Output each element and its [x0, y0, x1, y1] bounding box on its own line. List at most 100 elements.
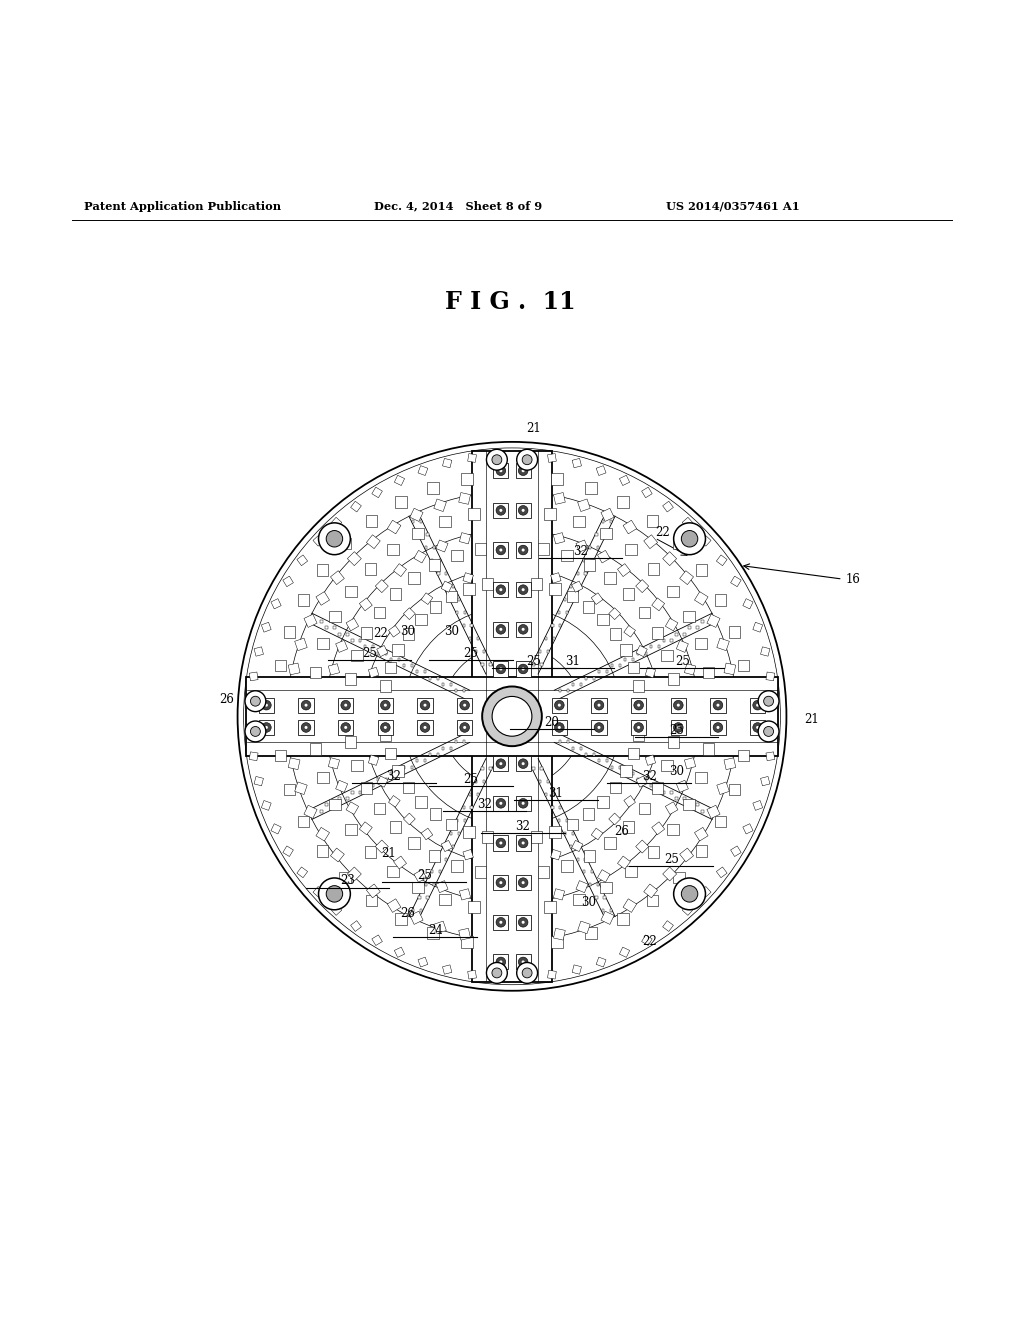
Bar [271, 599, 282, 609]
Bar [530, 832, 543, 843]
Bar [597, 796, 609, 808]
Bar [580, 747, 583, 750]
Text: 25: 25 [361, 647, 377, 660]
Bar [633, 680, 644, 692]
Bar [425, 883, 427, 886]
Bar [345, 824, 356, 836]
Bar [570, 845, 572, 847]
Circle shape [634, 722, 643, 733]
Bar [583, 808, 595, 820]
Bar [461, 473, 473, 484]
Bar [606, 759, 608, 762]
Bar [452, 549, 463, 561]
Bar [443, 845, 445, 847]
Bar [516, 503, 530, 517]
Bar [445, 572, 447, 576]
Bar [330, 799, 341, 810]
Bar [377, 777, 379, 781]
Bar [413, 528, 424, 540]
Bar [571, 598, 574, 601]
Circle shape [496, 545, 506, 554]
Bar [711, 698, 726, 713]
Bar [468, 454, 476, 462]
Bar [631, 719, 646, 735]
Bar [596, 466, 606, 475]
Bar [601, 911, 614, 924]
Text: 25: 25 [526, 655, 542, 668]
Bar [426, 896, 429, 899]
Text: 22: 22 [642, 935, 656, 948]
Text: 21: 21 [805, 713, 819, 726]
Bar [489, 767, 492, 770]
Bar [558, 818, 560, 822]
Bar [695, 772, 707, 783]
Circle shape [677, 726, 680, 729]
Bar [621, 766, 632, 777]
Bar [481, 767, 483, 770]
Circle shape [261, 722, 271, 733]
Bar [477, 793, 479, 796]
Circle shape [245, 721, 266, 742]
Bar [460, 888, 471, 900]
Bar [441, 682, 444, 686]
Bar [598, 759, 600, 762]
Bar [628, 661, 639, 673]
Bar [516, 756, 530, 771]
Circle shape [384, 704, 387, 706]
Bar [567, 741, 569, 743]
Bar [567, 591, 579, 602]
Bar [464, 611, 466, 614]
Bar [416, 759, 418, 762]
Bar [249, 672, 258, 681]
Circle shape [518, 664, 528, 673]
Bar [424, 671, 426, 673]
Bar [427, 927, 439, 939]
Text: 32: 32 [515, 820, 530, 833]
Bar [375, 840, 388, 853]
Circle shape [304, 726, 307, 729]
Bar [420, 520, 422, 524]
Circle shape [717, 726, 720, 729]
Bar [351, 649, 362, 661]
Bar [683, 632, 686, 636]
Bar [688, 804, 690, 807]
Bar [637, 652, 639, 655]
Text: 30: 30 [669, 764, 684, 777]
Bar [707, 805, 720, 818]
Bar [553, 888, 564, 900]
Bar [409, 573, 420, 583]
Bar [575, 540, 588, 552]
Bar [516, 463, 530, 478]
Bar [274, 750, 286, 762]
Bar [445, 591, 457, 602]
Bar [380, 730, 391, 741]
Bar [572, 458, 582, 467]
Bar [730, 576, 741, 586]
Bar [631, 698, 646, 713]
Bar [597, 883, 599, 886]
Bar [646, 895, 658, 906]
Bar [753, 800, 763, 810]
Text: 25: 25 [417, 869, 432, 882]
Bar [623, 520, 637, 533]
Bar [429, 560, 440, 572]
Bar [651, 822, 665, 834]
Bar [481, 663, 483, 665]
Bar [331, 904, 342, 915]
Bar [470, 807, 473, 809]
Bar [551, 573, 561, 583]
Bar [603, 533, 605, 536]
Bar [683, 611, 694, 622]
Circle shape [518, 799, 528, 808]
Bar [516, 836, 530, 850]
Bar [288, 663, 300, 675]
Bar [516, 915, 530, 929]
Bar [545, 793, 547, 796]
Circle shape [482, 686, 542, 746]
Bar [338, 632, 341, 636]
Bar [494, 954, 508, 969]
Circle shape [463, 726, 466, 729]
Circle shape [594, 722, 604, 733]
Bar [394, 948, 404, 957]
Circle shape [341, 722, 350, 733]
